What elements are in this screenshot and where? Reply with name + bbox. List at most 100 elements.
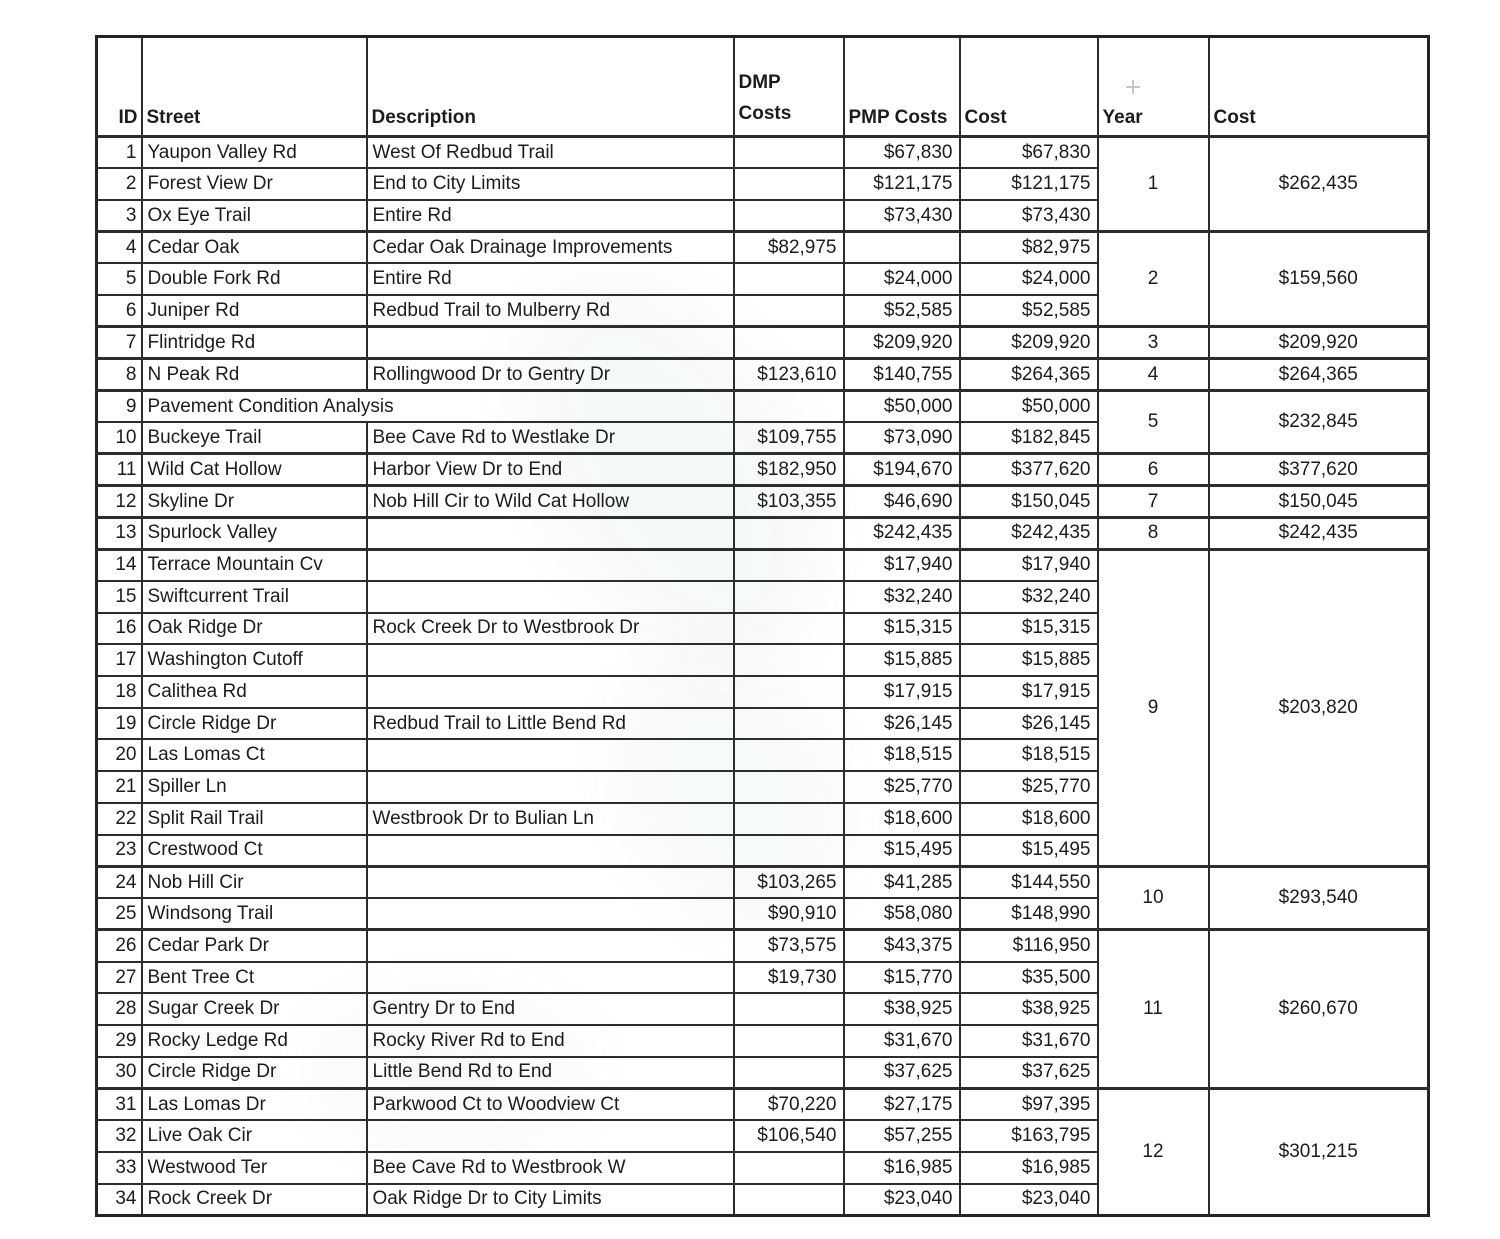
cell-id: 28	[95, 992, 143, 1027]
cell-total-cost: $37,625	[958, 1055, 1099, 1090]
cell-id: 15	[95, 579, 143, 614]
street-cost-table: ID Street Description DMP Costs PMP Cost…	[95, 35, 1430, 1217]
cell-dmp-cost: $73,575	[732, 928, 845, 963]
cell-dmp-cost	[732, 611, 845, 646]
cell-description: End to City Limits	[365, 167, 735, 201]
cell-pmp-cost: $17,915	[842, 674, 961, 709]
cell-pmp-cost: $18,600	[842, 801, 961, 836]
cell-id: 12	[95, 484, 143, 519]
cell-pmp-cost: $25,770	[842, 770, 961, 804]
cell-total-cost: $82,975	[958, 230, 1099, 265]
cell-year-cost: $232,845	[1207, 388, 1430, 455]
cell-id: 13	[95, 515, 143, 551]
cell-description: Little Bend Rd to End	[365, 1055, 735, 1090]
cell-year-cost: $377,620	[1207, 452, 1430, 487]
cell-dmp-cost	[732, 643, 845, 677]
cell-total-cost: $25,770	[958, 770, 1099, 804]
cell-street-description: Pavement Condition Analysis	[140, 388, 735, 424]
cell-id: 31	[95, 1087, 143, 1122]
cell-dmp-cost	[732, 198, 845, 233]
cell-dmp-cost: $123,610	[732, 357, 845, 392]
cell-street: Cedar Park Dr	[140, 928, 368, 963]
cell-street: N Peak Rd	[140, 357, 368, 392]
table-row: 6 Juniper Rd Redbud Trail to Mulberry Rd $5…	[95, 294, 1429, 328]
cell-description	[365, 960, 735, 995]
cell-total-cost: $23,040	[958, 1182, 1099, 1217]
cell-description	[365, 897, 735, 931]
cell-pmp-cost: $73,090	[842, 421, 961, 455]
cell-pmp-cost: $31,670	[842, 1024, 961, 1058]
cell-street: Rocky Ledge Rd	[140, 1024, 368, 1058]
cell-id: 9	[95, 388, 143, 424]
cell-total-cost: $116,950	[958, 928, 1099, 963]
cell-total-cost: $18,600	[958, 801, 1099, 836]
cell-pmp-cost	[842, 230, 961, 265]
cell-street: Double Fork Rd	[140, 262, 368, 297]
cell-pmp-cost: $32,240	[842, 579, 961, 614]
cell-dmp-cost	[732, 167, 845, 201]
cell-dmp-cost: $103,355	[732, 484, 845, 519]
cell-year: 4	[1096, 357, 1210, 392]
cell-total-cost: $15,885	[958, 643, 1099, 677]
cell-street: Forest View Dr	[140, 167, 368, 201]
cell-description	[365, 579, 735, 614]
cell-year: 6	[1096, 452, 1210, 487]
cell-description	[365, 864, 735, 900]
cell-year: 12	[1096, 1087, 1210, 1217]
cell-street: Yaupon Valley Rd	[140, 135, 368, 170]
table-row: 13 Spurlock Valley $242,435 $242,435 8 $242,4…	[95, 515, 1430, 551]
header-dmp-costs: DMP Costs	[732, 35, 845, 138]
cell-total-cost: $38,925	[958, 992, 1099, 1027]
cell-pmp-cost: $15,315	[842, 611, 961, 646]
cell-street: Ox Eye Trail	[140, 198, 368, 233]
header-pmp-costs: PMP Costs	[842, 35, 961, 138]
cell-dmp-cost	[732, 294, 845, 328]
cell-id: 29	[95, 1024, 143, 1058]
cell-year-cost: $262,435	[1207, 134, 1430, 233]
cell-pmp-cost: $52,585	[842, 294, 961, 328]
table-row: 10 Buckeye Trail Bee Cave Rd to Westlake D…	[95, 421, 1429, 455]
table-row: 15 Swiftcurrent Trail $32,240 $32,240	[95, 579, 1429, 614]
cell-street: Oak Ridge Dr	[140, 611, 368, 646]
cell-street: Circle Ridge Dr	[140, 706, 368, 741]
cell-total-cost: $97,395	[958, 1087, 1099, 1122]
cell-dmp-cost: $109,755	[732, 421, 845, 455]
cell-total-cost: $17,940	[958, 547, 1099, 582]
cell-description: Bee Cave Rd to Westbrook W	[365, 1151, 735, 1185]
table-row: 34 Rock Creek Dr Oak Ridge Dr to City Limi…	[95, 1182, 1429, 1217]
header-dmp-costs-label: DMP Costs	[738, 72, 792, 124]
cell-street: Las Lomas Ct	[140, 738, 368, 773]
cell-dmp-cost: $82,975	[732, 230, 845, 265]
cell-description	[365, 547, 735, 582]
cell-dmp-cost	[732, 325, 845, 360]
cell-description	[365, 928, 735, 963]
cell-dmp-cost	[732, 135, 845, 170]
cell-street: Terrace Mountain Cv	[140, 547, 368, 582]
cell-description: Nob Hill Cir to Wild Cat Hollow	[365, 484, 735, 519]
cell-pmp-cost: $67,830	[842, 135, 961, 170]
cell-pmp-cost: $15,495	[842, 833, 961, 868]
cell-description	[365, 674, 735, 709]
cell-id: 10	[95, 421, 143, 455]
table-row: 17 Washington Cutoff $15,885 $15,885	[95, 643, 1429, 677]
cell-pmp-cost: $27,175	[842, 1087, 961, 1122]
cell-pmp-cost: $26,145	[842, 706, 961, 741]
cell-year-cost: $242,435	[1207, 515, 1430, 551]
cell-pmp-cost: $46,690	[842, 484, 961, 519]
header-year-cost: Cost	[1207, 35, 1430, 138]
table-row: 23 Crestwood Ct $15,495 $15,495	[95, 833, 1429, 868]
table-row: 18 Calithea Rd $17,915 $17,915	[95, 674, 1429, 709]
cell-total-cost: $144,550	[958, 864, 1099, 900]
cell-id: 19	[95, 706, 143, 741]
cell-id: 2	[95, 167, 143, 201]
cell-total-cost: $73,430	[958, 198, 1099, 233]
cell-dmp-cost	[732, 579, 845, 614]
cell-total-cost: $150,045	[958, 484, 1099, 519]
cell-id: 32	[95, 1119, 143, 1153]
cell-street: Sugar Creek Dr	[140, 992, 368, 1027]
cell-pmp-cost: $15,885	[842, 643, 961, 677]
cell-description: Bee Cave Rd to Westlake Dr	[365, 421, 735, 455]
table-body: 1 Yaupon Valley Rd West Of Redbud Trail $67…	[95, 134, 1430, 1217]
cell-dmp-cost	[732, 674, 845, 709]
cell-description: Oak Ridge Dr to City Limits	[365, 1182, 735, 1217]
